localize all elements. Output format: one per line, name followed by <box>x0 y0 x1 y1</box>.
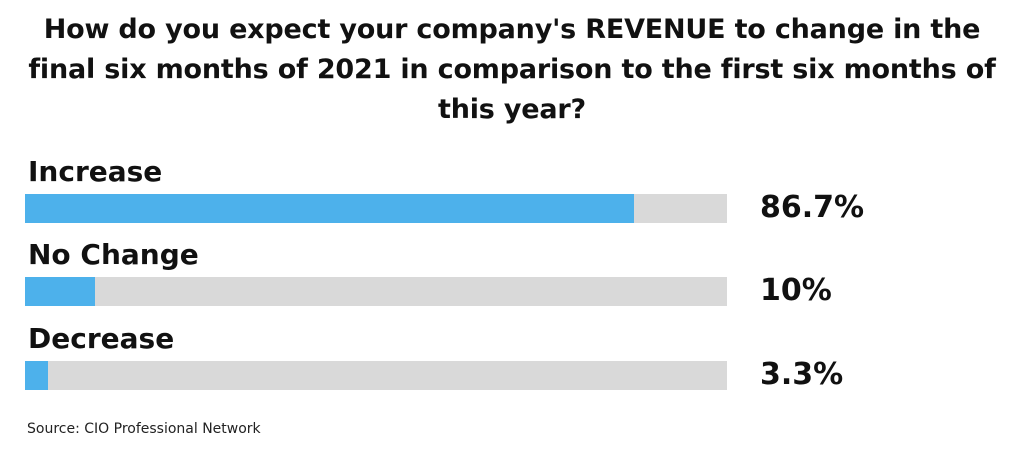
category-label: No Change <box>28 238 199 271</box>
bar-row: No Change 10% <box>0 238 1024 318</box>
bar-track <box>25 194 727 223</box>
value-label: 3.3% <box>760 357 844 392</box>
bar-track <box>25 277 727 306</box>
chart-title: How do you expect your company's REVENUE… <box>28 14 996 125</box>
value-label: 10% <box>760 273 832 308</box>
value-label: 86.7% <box>760 190 865 225</box>
bar-track <box>25 361 727 390</box>
bar <box>25 277 96 306</box>
category-label: Decrease <box>28 322 175 355</box>
bar-row: Decrease 3.3% <box>0 322 1024 402</box>
bar-row: Increase 86.7% <box>0 155 1024 235</box>
category-label: Increase <box>28 155 163 188</box>
bar <box>25 194 634 223</box>
bar <box>25 361 49 390</box>
source-note: Source: CIO Professional Network <box>27 421 261 437</box>
